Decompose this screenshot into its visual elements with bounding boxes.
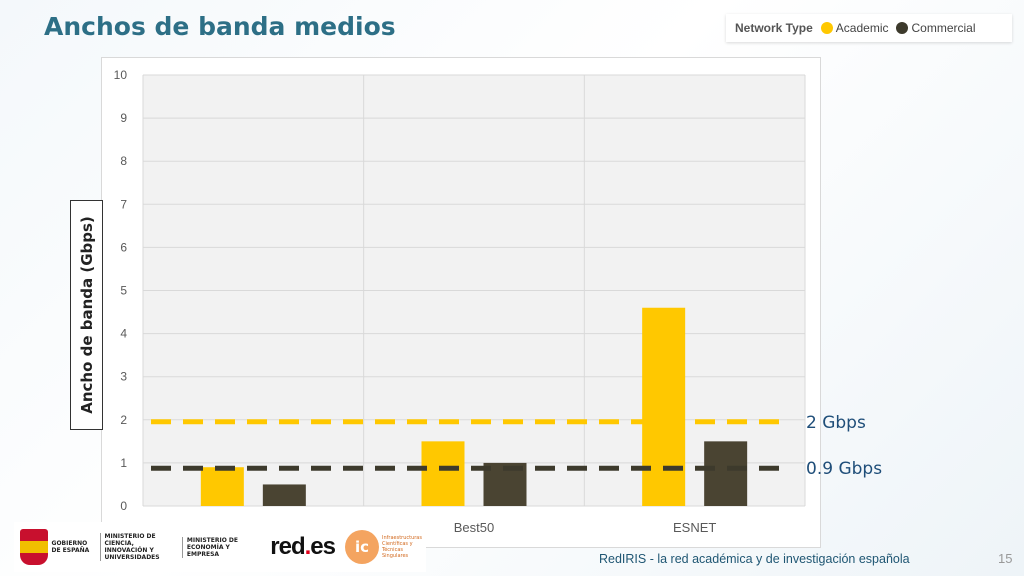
legend: Network Type Academic Commercial	[726, 14, 1012, 42]
y-tick-label-4: 4	[120, 327, 127, 341]
page-number: 15	[998, 551, 1013, 566]
reds-logo-tld: es	[310, 533, 336, 560]
y-tick-label-3: 3	[120, 370, 127, 384]
icts-logo: ic Infraestructuras Científicas y Técnic…	[344, 530, 426, 564]
reds-logo: red.es	[270, 533, 336, 561]
reds-logo-main: red	[270, 533, 305, 560]
legend-dot-commercial	[896, 22, 909, 34]
reference-label-0: 2 Gbps	[806, 413, 866, 433]
y-tick-label-6: 6	[120, 240, 127, 254]
ministry-science: MINISTERIO DE CIENCIA, INNOVACIÓN Y UNIV…	[99, 533, 178, 561]
footer-logos: GOBIERNO DE ESPAÑA MINISTERIO DE CIENCIA…	[14, 522, 426, 572]
y-tick-label-8: 8	[120, 154, 127, 168]
legend-label-academic: Academic	[835, 21, 889, 35]
bar-rand50-academic	[200, 467, 244, 506]
y-axis-label-box: Ancho de banda (Gbps)	[70, 200, 103, 430]
y-axis-label: Ancho de banda (Gbps)	[77, 216, 96, 414]
gov-text: GOBIERNO DE ESPAÑA	[51, 540, 90, 554]
ministry-economy: MINISTERIO DE ECONOMÍA Y EMPRESA	[181, 536, 260, 558]
legend-item-commercial[interactable]: Commercial	[896, 21, 976, 35]
y-tick-label-9: 9	[120, 111, 127, 125]
footer-tagline: RedIRIS - la red académica y de investig…	[599, 552, 910, 566]
bar-best50-academic	[421, 441, 465, 506]
y-tick-label-5: 5	[120, 284, 127, 298]
y-tick-label-2: 2	[120, 413, 127, 427]
bar-rand50-commercial	[262, 484, 306, 506]
icts-logo-icon: ic	[344, 530, 379, 564]
reds-logo-dot: .	[304, 533, 312, 560]
y-tick-label-1: 1	[120, 456, 127, 470]
y-tick-label-10: 10	[114, 68, 128, 82]
legend-label-commercial: Commercial	[911, 21, 976, 35]
icts-logo-text: Infraestructuras Científicas y Técnicas …	[381, 535, 422, 559]
spain-coat-of-arms-icon	[20, 529, 48, 565]
y-tick-label-0: 0	[120, 499, 127, 513]
x-tick-label-1: Best50	[454, 520, 494, 535]
legend-title: Network Type	[735, 21, 813, 35]
reference-label-1: 0.9 Gbps	[806, 459, 882, 479]
bar-esnet-commercial	[704, 441, 748, 506]
x-tick-label-2: ESNET	[673, 520, 716, 535]
bar-esnet-academic	[642, 307, 686, 506]
y-tick-label-7: 7	[120, 197, 127, 211]
legend-item-academic[interactable]: Academic	[820, 21, 889, 35]
slide-title: Anchos de banda medios	[44, 12, 396, 41]
legend-dot-academic	[820, 22, 833, 34]
